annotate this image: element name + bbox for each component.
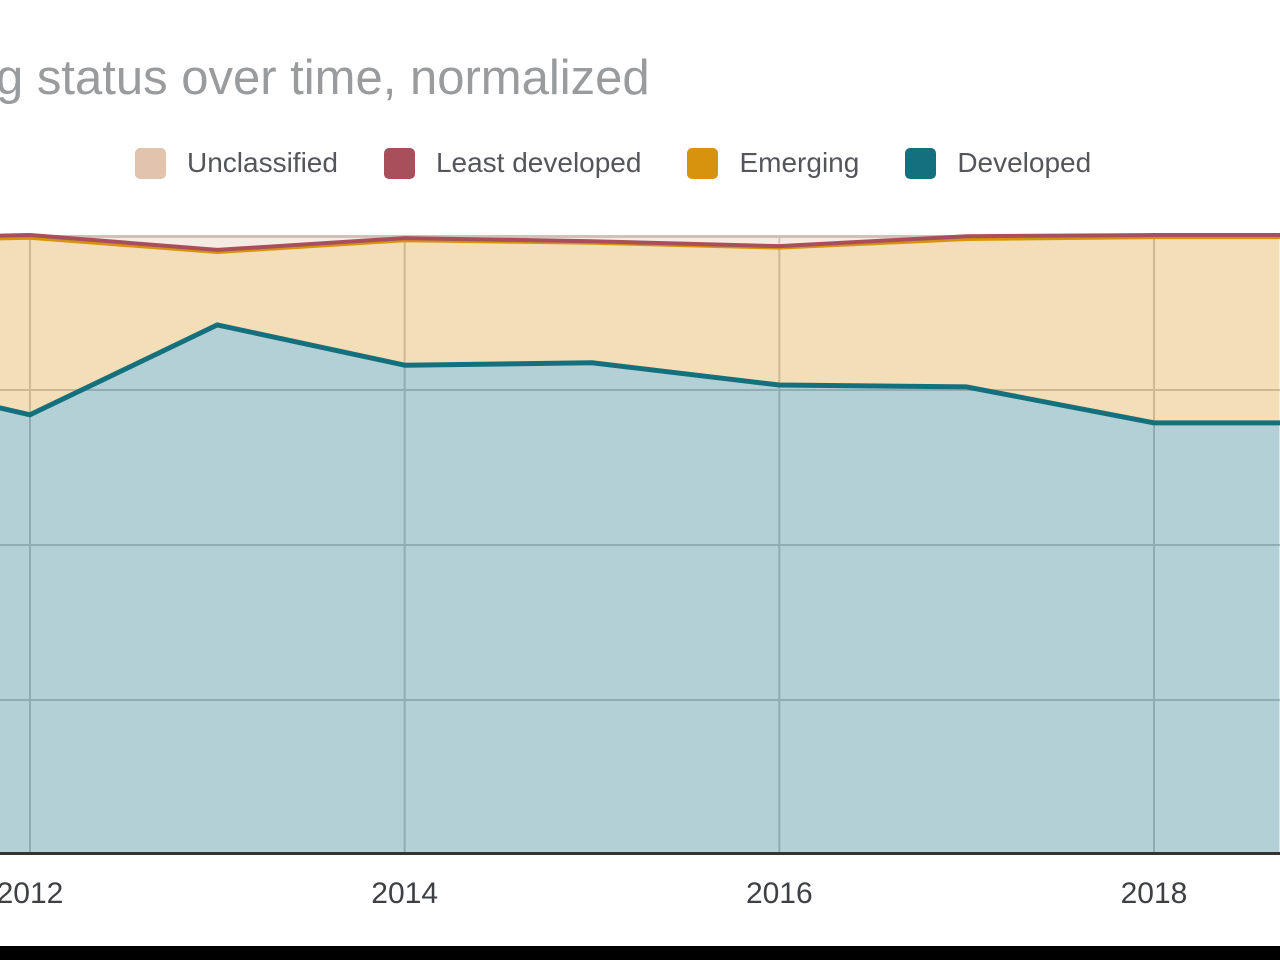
legend-swatch-icon bbox=[687, 147, 719, 179]
legend-label: Unclassified bbox=[187, 147, 338, 178]
legend-swatch-icon bbox=[135, 147, 166, 179]
legend-item-least-developed[interactable]: Least developed bbox=[383, 147, 642, 179]
legend: Unclassified Least developed Emerging Devel… bbox=[135, 147, 1091, 179]
legend-swatch-icon bbox=[383, 147, 415, 179]
x-tick-label-2014: 2014 bbox=[371, 877, 439, 910]
x-tick-label-2018: 2018 bbox=[1120, 877, 1188, 910]
x-tick-label-2012: 2012 bbox=[0, 877, 64, 910]
legend-label: Emerging bbox=[739, 147, 860, 178]
line-developed bbox=[0, 322, 1280, 426]
legend-swatch-icon bbox=[905, 147, 937, 179]
x-tick-label-2016: 2016 bbox=[745, 877, 813, 910]
legend-label: Developed bbox=[957, 147, 1092, 178]
legend-item-unclassified[interactable]: Unclassified bbox=[135, 147, 338, 179]
stacked-area-plot bbox=[0, 233, 1280, 855]
chart-title: g status over time, normalized bbox=[0, 51, 650, 105]
legend-item-emerging[interactable]: Emerging bbox=[687, 147, 859, 179]
area-emerging bbox=[0, 236, 1280, 423]
legend-item-developed[interactable]: Developed bbox=[905, 147, 1091, 179]
bottom-bar bbox=[0, 946, 1280, 960]
legend-label: Least developed bbox=[435, 147, 642, 178]
area-developed bbox=[0, 324, 1280, 855]
x-axis: 2012 2014 2016 2018 bbox=[0, 877, 1280, 917]
line-least-developed bbox=[0, 233, 1280, 252]
